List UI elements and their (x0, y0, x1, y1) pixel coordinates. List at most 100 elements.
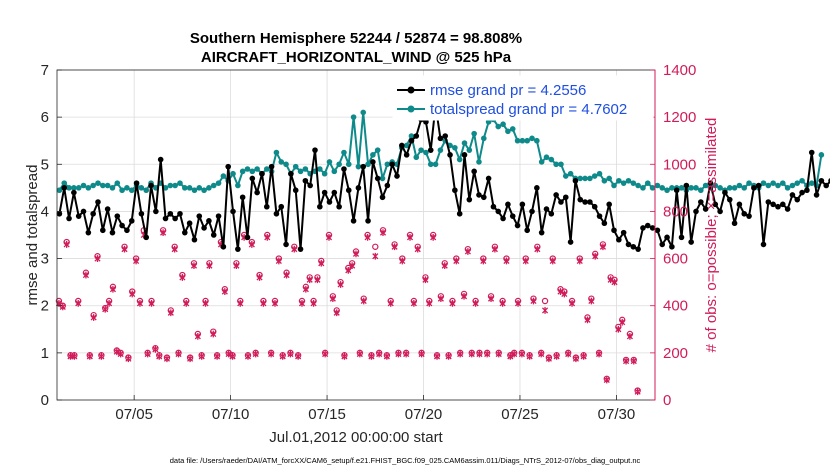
totalspread-point (543, 154, 550, 161)
totalspread-point (712, 182, 719, 189)
totalspread-point (273, 149, 280, 156)
obs-assimilated-marker (260, 299, 267, 307)
totalspread-point (201, 187, 207, 194)
totalspread-point (61, 180, 68, 186)
totalspread-point (408, 133, 415, 139)
totalspread-point (775, 182, 781, 189)
totalspread-point (292, 163, 299, 170)
obs-assimilated-marker (310, 299, 317, 307)
totalspread-point (558, 161, 564, 168)
obs-assimilated-marker (619, 318, 626, 326)
rmse-point (263, 203, 270, 210)
rmse-point (572, 177, 579, 184)
obs-assimilated-marker (82, 271, 89, 279)
rmse-point (654, 227, 661, 234)
obs-assimilated-marker (387, 299, 394, 307)
obs-assimilated-marker (372, 252, 379, 260)
totalspread-point (432, 161, 439, 168)
rmse-point (524, 227, 531, 234)
totalspread-point (365, 161, 371, 168)
totalspread-point (124, 185, 130, 191)
rmse-point (722, 189, 728, 196)
rmse-point (80, 208, 87, 215)
totalspread-point (538, 159, 545, 165)
rmse-point (119, 222, 125, 229)
totalspread-point (505, 128, 511, 135)
rmse-point (534, 185, 540, 191)
rmse-point (186, 220, 193, 227)
obs-assimilated-marker (561, 290, 568, 298)
obs-assimilated-marker (592, 252, 599, 260)
rmse-point (640, 225, 646, 231)
totalspread-point (418, 147, 424, 153)
totalspread-point (770, 180, 776, 186)
rmse-point (75, 213, 82, 219)
rmse-point (288, 170, 294, 177)
obs-assimilated-marker (383, 352, 390, 360)
rmse-point (591, 203, 598, 210)
obs-assimilated-marker (283, 271, 290, 279)
totalspread-point (779, 180, 786, 186)
totalspread-point (186, 185, 193, 191)
obs-assimilated-marker (514, 299, 522, 307)
obs-assimilated-marker (603, 376, 610, 384)
obs-assimilated-marker (623, 357, 630, 365)
obs-assimilated-marker (422, 276, 429, 284)
rmse-point (394, 173, 400, 179)
totalspread-point (693, 185, 699, 191)
rmse-point (345, 187, 352, 194)
totalspread-point (587, 175, 593, 182)
totalspread-point (114, 180, 121, 186)
rmse-point (698, 199, 704, 205)
totalspread-point (321, 170, 328, 177)
totalspread-point (191, 187, 198, 194)
totalspread-point (244, 166, 251, 172)
obs-assimilated-marker (484, 350, 491, 358)
totalspread-point (143, 187, 150, 194)
totalspread-point (181, 185, 188, 191)
rmse-point (167, 210, 174, 217)
totalspread-point (128, 187, 135, 194)
totalspread-point (519, 137, 526, 144)
obs-assimilated-marker (495, 350, 502, 358)
rmse-point (283, 241, 289, 248)
rmse-point (95, 199, 101, 205)
obs-assimilated-marker (298, 299, 306, 307)
rmse-point (452, 187, 458, 194)
totalspread-point (794, 180, 801, 186)
rmse-point (606, 201, 612, 208)
totalspread-point (326, 159, 333, 165)
obs-assimilated-marker (136, 299, 144, 307)
rmse-point (712, 201, 719, 208)
obs-assimilated-marker (615, 325, 622, 333)
rmse-point (215, 213, 222, 219)
rmse-point (480, 194, 487, 201)
obs-assimilated-marker (306, 276, 313, 284)
obs-assimilated-marker (572, 355, 579, 363)
totalspread-point (466, 147, 473, 153)
obs-assimilated-marker (441, 262, 448, 270)
totalspread-point (452, 144, 458, 151)
obs-assimilated-marker (406, 233, 414, 241)
obs-possible-marker (372, 243, 379, 250)
rmse-point (181, 229, 188, 236)
rmse-point (326, 199, 333, 205)
rmse-point (447, 152, 453, 158)
rmse-point (461, 152, 468, 158)
totalspread-point (577, 175, 584, 182)
obs-assimilated-marker (518, 350, 525, 358)
totalspread-point (104, 182, 111, 189)
x-tick-label: 07/05 (115, 406, 153, 423)
obs-assimilated-marker (449, 299, 456, 307)
obs-assimilated-marker (94, 255, 101, 262)
rmse-point (124, 227, 130, 234)
rmse-point (297, 246, 304, 252)
obs-assimilated-marker (522, 257, 529, 265)
rmse-point (292, 187, 299, 194)
rmse-point (90, 210, 96, 217)
obs-assimilated-marker (599, 243, 606, 251)
rmse-point (813, 192, 820, 198)
rmse-point (505, 201, 511, 208)
obs-assimilated-marker (175, 350, 182, 358)
obs-assimilated-marker (568, 299, 576, 307)
